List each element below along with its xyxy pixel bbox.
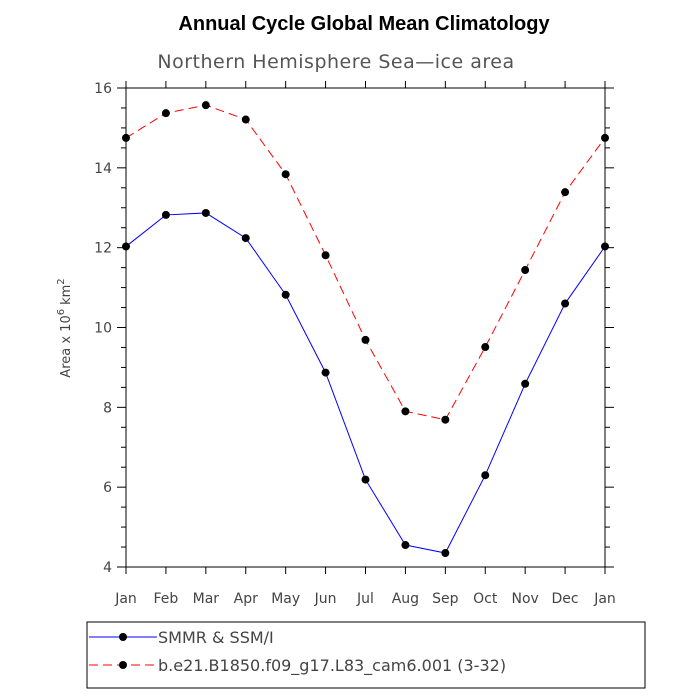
series-lines (125, 104, 606, 554)
y-tick-label: 14 (94, 161, 112, 177)
chart-subtitle: Northern Hemisphere Sea—ice area (157, 51, 514, 73)
y-axis-label: Area x 106 km2 (56, 278, 74, 377)
y-tick-labels: 4 6 8 10 12 14 16 (94, 81, 112, 576)
y-tick-label: 12 (94, 241, 112, 257)
data-point-series-2 (401, 407, 410, 416)
data-point-series-2 (361, 335, 370, 344)
ylabel-unit-exponent: 2 (56, 278, 67, 284)
x-tick-label: Jun (314, 591, 337, 607)
y-tick-label: 4 (103, 560, 112, 576)
legend-marker-2 (119, 661, 127, 669)
data-point-series-2 (241, 115, 250, 124)
y-tick-label: 10 (94, 321, 112, 337)
svg-text:Area x 106km2: Area x 106 km2 (56, 278, 74, 377)
x-tick-label: Jan (114, 591, 137, 607)
ylabel-unit: km (59, 285, 74, 305)
data-point-series-1 (481, 471, 490, 480)
y-tick-label: 16 (94, 81, 112, 97)
data-point-series-1 (601, 242, 609, 251)
x-tick-label: Jan (593, 591, 616, 607)
data-point-series-1 (561, 299, 570, 308)
plot-frame (125, 87, 606, 568)
data-point-series-2 (601, 133, 609, 142)
legend-label-1: SMMR & SSM/I (158, 628, 274, 647)
legend-label-2: b.e21.B1850.f09_g17.L83_cam6.001 (3-32) (158, 656, 506, 676)
series-line-1 (125, 212, 606, 554)
data-point-series-2 (201, 101, 210, 110)
data-point-series-2 (561, 188, 570, 197)
ylabel-exponent: 6 (56, 309, 67, 315)
ylabel-prefix: Area x 10 (59, 315, 74, 377)
x-tick-labels: Jan Feb Mar Apr May Jun Jul Aug Sep Oct Nov Dec Jan (114, 591, 616, 607)
x-tick-label: Oct (473, 591, 498, 607)
data-point-series-2 (441, 415, 450, 424)
x-tick-label: Apr (234, 591, 258, 607)
x-tick-label: Mar (193, 591, 220, 607)
y-tick-label: 8 (103, 400, 112, 416)
data-point-series-1 (441, 549, 450, 558)
data-point-series-1 (122, 242, 130, 251)
data-point-series-1 (201, 208, 210, 217)
x-tick-label: Feb (154, 591, 179, 607)
data-point-series-2 (281, 170, 290, 179)
legend (86, 621, 646, 689)
y-tick-label: 6 (103, 480, 112, 496)
data-point-series-1 (401, 541, 410, 550)
data-point-series-1 (281, 290, 290, 299)
chart-title: Annual Cycle Global Mean Climatology (178, 13, 550, 35)
legend-marker-1 (119, 633, 127, 641)
data-point-series-2 (481, 343, 490, 352)
legend-items: SMMR & SSM/I b.e21.B1850.f09_g17.L83_cam6… (89, 628, 506, 676)
x-tick-label: Dec (552, 591, 579, 607)
axis-ticks (117, 81, 614, 574)
data-point-series-1 (361, 475, 370, 484)
data-point-series-2 (161, 109, 170, 118)
data-point-series-1 (161, 210, 170, 219)
series-points (122, 101, 609, 558)
data-point-series-2 (122, 133, 130, 142)
data-point-series-2 (321, 251, 330, 260)
data-point-series-2 (521, 266, 530, 275)
x-tick-label: Jul (356, 591, 374, 607)
x-tick-label: Nov (512, 591, 539, 607)
data-point-series-1 (321, 368, 330, 377)
data-point-series-1 (521, 379, 530, 388)
x-tick-label: May (271, 591, 300, 607)
x-tick-label: Aug (392, 591, 419, 607)
x-tick-label: Sep (432, 591, 459, 607)
series-line-2 (125, 104, 606, 421)
data-point-series-1 (241, 234, 250, 243)
